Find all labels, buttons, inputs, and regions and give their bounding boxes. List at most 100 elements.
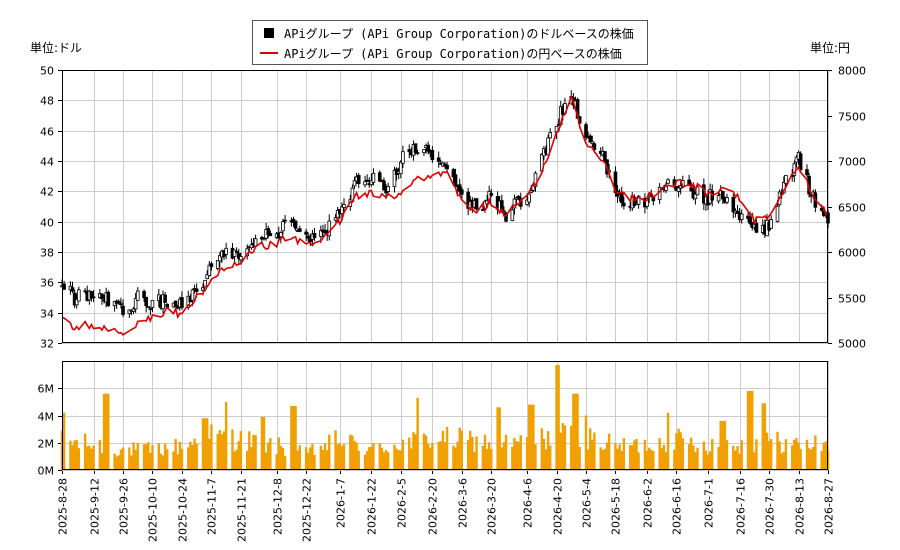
y-right-tick-label: 8000: [838, 65, 866, 78]
volume-bar: [206, 418, 209, 470]
volume-bar: [277, 437, 280, 470]
candle-body: [548, 132, 553, 139]
y-right-tick-label: 7000: [838, 156, 866, 169]
volume-bar: [708, 451, 712, 470]
volume-bar: [386, 452, 390, 470]
candle-body: [77, 289, 81, 302]
volume-bar: [260, 416, 264, 470]
volume-bar: [498, 407, 501, 470]
left-axis-unit: 単位:ドル: [30, 41, 83, 55]
candle-body: [342, 204, 346, 208]
volume-bar: [755, 439, 758, 470]
volume-bar: [92, 445, 95, 470]
volume-bar: [681, 438, 684, 470]
right-axis-unit: 単位:円: [810, 41, 851, 55]
volume-bar: [395, 448, 398, 470]
volume-bar: [311, 444, 314, 470]
volume-bar: [732, 445, 735, 470]
volume-bar: [618, 444, 621, 470]
volume-bar: [342, 444, 346, 470]
candle-body: [163, 294, 167, 303]
candle-body: [489, 193, 494, 196]
volume-bar: [441, 430, 445, 470]
candle-body: [413, 143, 418, 153]
y-right-tick-label: 5000: [838, 338, 866, 351]
volume-bar: [132, 442, 135, 470]
volume-bar: [805, 439, 809, 470]
volume-bar: [614, 443, 617, 470]
volume-bar: [660, 448, 663, 470]
x-tick-label: 2026-5-18: [610, 478, 623, 535]
volume-bar: [187, 447, 190, 470]
volume-bar: [98, 440, 102, 470]
candle-body: [399, 161, 403, 175]
candle-body: [190, 289, 195, 301]
volume-bar: [445, 427, 449, 470]
volume-bar: [115, 456, 118, 470]
volume-bar: [368, 447, 371, 470]
volume-bar: [791, 445, 794, 470]
volume-y-tick-label: 0M: [38, 465, 55, 478]
volume-bar: [443, 441, 447, 470]
candle-body: [819, 207, 824, 211]
volume-bar: [128, 447, 131, 470]
volume-bar: [157, 443, 160, 470]
candle-body: [209, 263, 214, 268]
volume-bar: [807, 448, 811, 470]
volume-bar: [90, 448, 93, 470]
volume-bar: [576, 393, 579, 470]
candle-body: [619, 192, 624, 203]
candle-body: [636, 195, 641, 205]
volume-bar: [292, 405, 295, 470]
candle-body: [266, 228, 271, 236]
volume-bar: [607, 433, 611, 470]
volume-bar: [490, 448, 493, 470]
candle-body: [365, 179, 369, 182]
volume-bar: [456, 441, 459, 470]
volume-bar: [248, 431, 251, 470]
candle-body: [135, 290, 140, 301]
candle-body: [215, 259, 220, 269]
volume-bar: [584, 415, 588, 470]
volume-bar: [416, 397, 419, 470]
y-right-tick-label: 6000: [838, 247, 866, 260]
volume-bar: [591, 439, 594, 470]
jpy-price-line: [61, 94, 829, 336]
volume-bar: [340, 446, 344, 470]
volume-bar: [822, 442, 825, 470]
volume-bar: [325, 450, 329, 470]
volume-bar: [439, 441, 442, 470]
volume-bar: [721, 420, 724, 470]
y-left-tick-label: 38: [40, 247, 54, 260]
volume-bar: [460, 430, 464, 470]
volume-bar: [393, 444, 396, 470]
candle-body: [474, 198, 479, 210]
volume-bar: [201, 418, 205, 470]
volume-bar: [452, 445, 455, 470]
candle-body: [180, 297, 184, 308]
candle-body: [739, 213, 744, 220]
volume-bar: [193, 438, 196, 470]
volume-bar: [100, 453, 104, 470]
volume-bar: [704, 450, 708, 470]
volume-bar: [210, 424, 213, 470]
x-tick-label: 2026-7-1: [703, 478, 716, 528]
y-left-tick-label: 40: [40, 217, 54, 230]
candle-body: [249, 244, 254, 249]
volume-bar: [281, 447, 285, 470]
volume-bar: [544, 449, 548, 470]
volume-bar: [652, 450, 655, 470]
candle-body: [436, 157, 441, 162]
volume-bar: [620, 451, 623, 470]
volume-bar: [307, 452, 310, 470]
volume-bar: [546, 431, 550, 470]
volume-bar: [473, 452, 476, 470]
volume-bar: [178, 441, 182, 470]
volume-bar: [540, 428, 543, 470]
x-tick-label: 2026-2-5: [396, 478, 409, 528]
volume-bar: [142, 444, 146, 470]
volume-bar: [631, 445, 634, 470]
volume-bar: [633, 440, 636, 470]
volume-bar: [578, 446, 581, 470]
volume-bar: [517, 441, 520, 470]
